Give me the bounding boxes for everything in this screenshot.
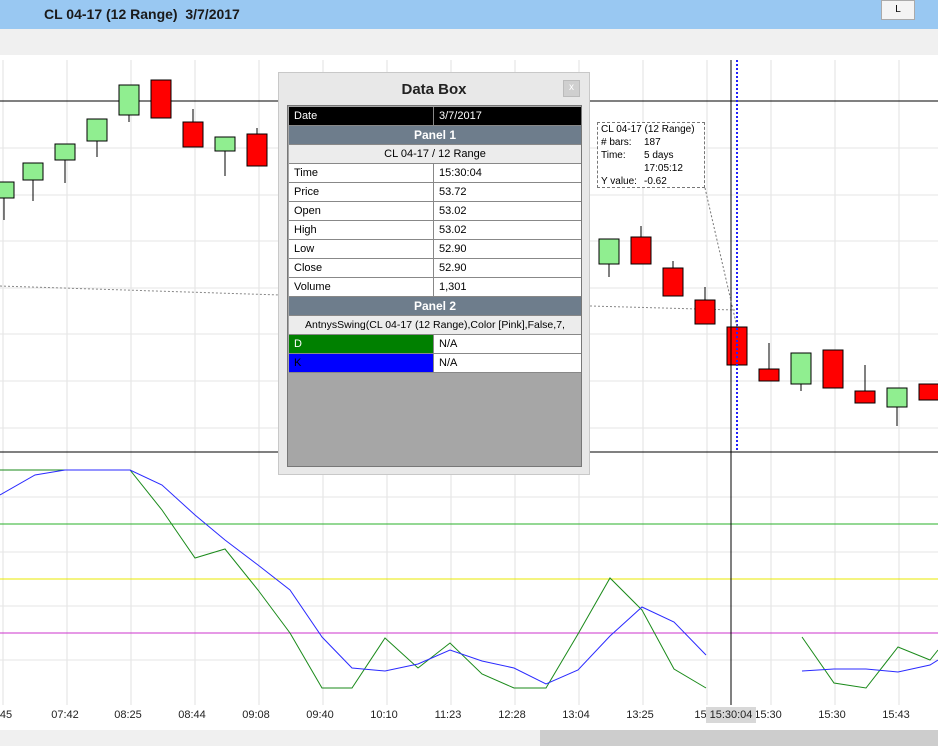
close-button[interactable]: x bbox=[563, 80, 580, 97]
row-label: Low bbox=[289, 240, 434, 258]
tooltip-value: 17:05:12 bbox=[644, 163, 683, 174]
layout-button[interactable]: L bbox=[881, 0, 915, 20]
data-table: Date 3/7/2017 Panel 1 CL 04-17 / 12 Range Ti… bbox=[287, 105, 582, 467]
candle-body bbox=[54, 143, 76, 161]
tooltip-value: 187 bbox=[644, 137, 661, 148]
x-tick-label: 45 bbox=[0, 709, 12, 721]
row-label: Close bbox=[289, 259, 434, 277]
x-tick-label: 12:28 bbox=[498, 709, 526, 721]
candle-body bbox=[630, 236, 652, 265]
row-label: D bbox=[289, 335, 434, 353]
candle-body bbox=[790, 352, 812, 385]
tooltip-row: Y value: -0.62 bbox=[601, 175, 704, 188]
candle-body bbox=[822, 349, 844, 389]
row-value: N/A bbox=[439, 338, 458, 350]
row-label: High bbox=[289, 221, 434, 239]
tooltip-row: # bars: 187 bbox=[601, 136, 704, 149]
title-bar bbox=[0, 0, 938, 29]
x-tick-label: 13:25 bbox=[626, 709, 654, 721]
row-label: Price bbox=[289, 183, 434, 201]
row-value: 53.02 bbox=[439, 205, 467, 217]
row-value: 1,301 bbox=[439, 281, 467, 293]
candle-body bbox=[22, 162, 44, 181]
x-tick-label: 08:25 bbox=[114, 709, 142, 721]
tooltip-value: 5 days bbox=[644, 150, 674, 161]
x-tick-label: 15:30 bbox=[754, 709, 782, 721]
row-value: N/A bbox=[439, 357, 458, 369]
row-label: K bbox=[289, 354, 434, 372]
toolbar-strip bbox=[0, 29, 938, 55]
data-row: K N/A bbox=[289, 354, 581, 373]
cursor-label: 15:30:04 bbox=[710, 709, 753, 721]
tooltip-row: Time: 5 days bbox=[601, 149, 704, 162]
row-value: 53.02 bbox=[439, 224, 467, 236]
row-value: 3/7/2017 bbox=[439, 110, 482, 122]
data-box-title: Data Box bbox=[401, 81, 467, 98]
candle-body bbox=[886, 387, 908, 408]
x-tick-label: 15:30 bbox=[818, 709, 846, 721]
x-tick-label: 11:23 bbox=[435, 709, 462, 721]
row-value: 15:30:04 bbox=[439, 167, 482, 179]
tooltip: CL 04-17 (12 Range) # bars: 187 Time: 5 da… bbox=[597, 122, 705, 188]
data-row: Volume 1,301 bbox=[289, 278, 581, 297]
oscillator-line bbox=[801, 636, 938, 689]
data-row: Open 53.02 bbox=[289, 202, 581, 221]
data-box: Data Box x Date 3/7/2017 Panel 1 CL 04-17 /… bbox=[278, 72, 590, 475]
candle-body bbox=[118, 84, 140, 116]
row-value: 52.90 bbox=[439, 243, 467, 255]
candle-body bbox=[182, 121, 204, 148]
data-row: D N/A bbox=[289, 335, 581, 354]
candle-body bbox=[86, 118, 108, 142]
row-label: Volume bbox=[289, 278, 434, 296]
candle-body bbox=[854, 390, 876, 404]
tooltip-value: -0.62 bbox=[644, 176, 667, 187]
x-tick-label: 09:40 bbox=[306, 709, 334, 721]
data-row: Low 52.90 bbox=[289, 240, 581, 259]
candle-body bbox=[214, 136, 236, 152]
tooltip-label: # bars: bbox=[601, 137, 632, 148]
panel-header: Panel 1 bbox=[289, 126, 581, 145]
tooltip-label: Y value: bbox=[601, 176, 637, 187]
row-label: Date bbox=[289, 107, 434, 125]
oscillator-line bbox=[0, 469, 707, 689]
data-row: Date 3/7/2017 bbox=[289, 107, 581, 126]
oscillator-line bbox=[801, 659, 938, 673]
panel-subtitle: CL 04-17 / 12 Range bbox=[289, 145, 581, 164]
data-row: Time 15:30:04 bbox=[289, 164, 581, 183]
candle-body bbox=[662, 267, 684, 297]
candle-body bbox=[598, 238, 620, 265]
oscillator-line bbox=[0, 469, 707, 685]
row-value: 52.90 bbox=[439, 262, 467, 274]
data-row: Price 53.72 bbox=[289, 183, 581, 202]
x-tick-label: 13:04 bbox=[562, 709, 590, 721]
tooltip-row: 17:05:12 bbox=[601, 162, 704, 175]
window-title: CL 04-17 (12 Range) 3/7/2017 bbox=[44, 6, 240, 22]
x-tick-label: 10:10 bbox=[370, 709, 398, 721]
row-value: 53.72 bbox=[439, 186, 467, 198]
candle-body bbox=[150, 79, 172, 119]
row-label: Open bbox=[289, 202, 434, 220]
data-row: Close 52.90 bbox=[289, 259, 581, 278]
row-label: Time bbox=[289, 164, 434, 182]
panel-header: Panel 2 bbox=[289, 297, 581, 316]
panel-subtitle: AntnysSwing(CL 04-17 (12 Range),Color [P… bbox=[289, 316, 581, 335]
candle-body bbox=[694, 299, 716, 325]
candle-body bbox=[0, 181, 15, 199]
x-tick-label: 15: bbox=[694, 709, 709, 721]
x-tick-label: 09:08 bbox=[242, 709, 270, 721]
candle-body bbox=[246, 133, 268, 167]
cursor-label-box bbox=[706, 707, 756, 723]
tooltip-title: CL 04-17 (12 Range) bbox=[601, 124, 695, 135]
candle-body bbox=[918, 383, 938, 401]
x-tick-label: 15:43 bbox=[882, 709, 910, 721]
x-tick-label: 07:42 bbox=[51, 709, 79, 721]
candle-body bbox=[758, 368, 780, 382]
data-row: High 53.02 bbox=[289, 221, 581, 240]
average-line bbox=[0, 285, 281, 296]
x-tick-label: 08:44 bbox=[178, 709, 206, 721]
scrollbar-thumb[interactable] bbox=[540, 730, 938, 746]
tooltip-label: Time: bbox=[601, 150, 626, 161]
